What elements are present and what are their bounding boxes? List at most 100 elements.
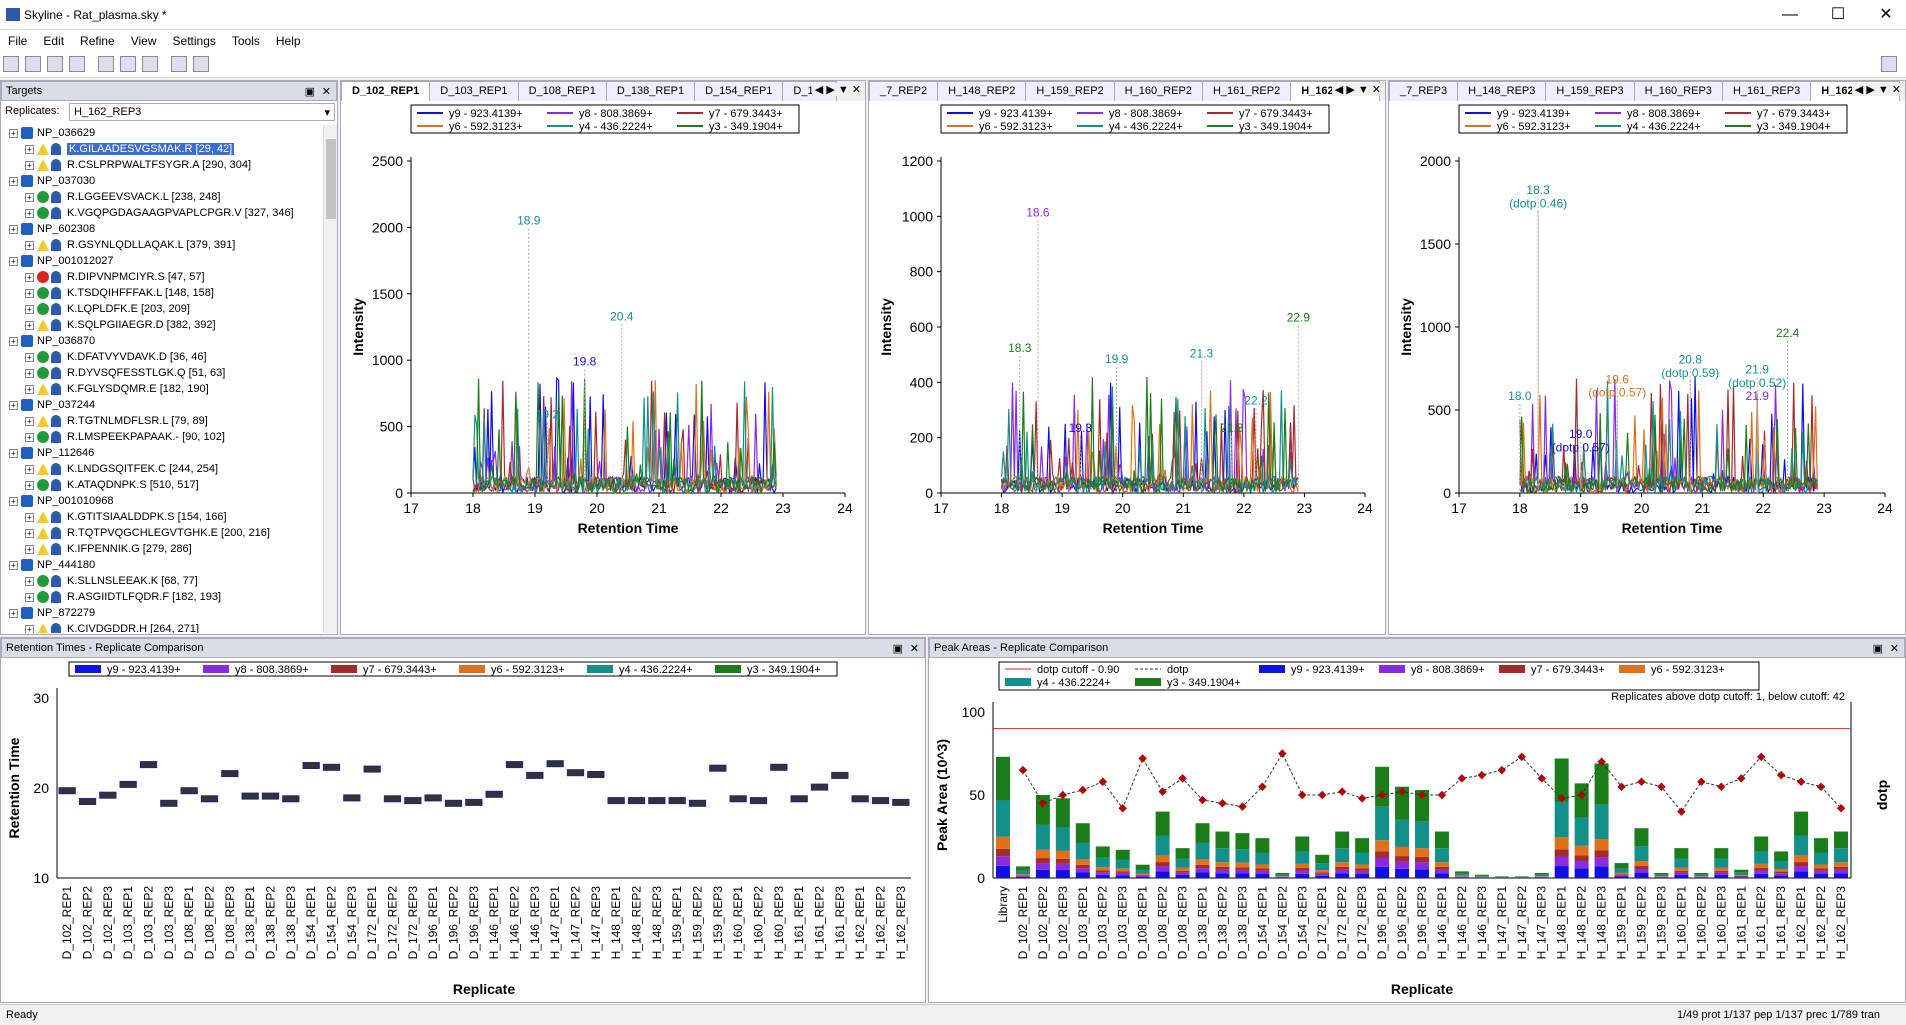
expand-icon[interactable]: + [25,320,34,330]
expand-icon[interactable]: + [25,352,34,362]
tree-scrollbar[interactable] [323,125,337,633]
tab-nav-icons[interactable]: ◀ ▶ ▼ ✕ [1331,83,1381,96]
expand-icon[interactable]: + [25,288,34,298]
protein-row[interactable]: + NP_037030 [1,173,323,189]
expand-icon[interactable]: + [25,624,34,633]
tab-h_159_rep3[interactable]: H_159_REP3 [1545,81,1635,101]
save-icon[interactable] [47,56,63,72]
expand-icon[interactable]: + [25,144,34,154]
protein-row[interactable]: + NP_037244 [1,397,323,413]
peptide-row[interactable]: + K.LNDGSQITFEK.C [244, 254] [1,461,323,477]
protein-row[interactable]: + NP_444180 [1,557,323,573]
peptide-row[interactable]: + R.GSYNLQDLLAQAK.L [379, 391] [1,237,323,253]
peptide-row[interactable]: + R.DIPVNPMCIYR.S [47, 57] [1,269,323,285]
menu-view[interactable]: View [130,34,157,48]
expand-icon[interactable]: + [25,160,34,170]
protein-row[interactable]: + NP_602308 [1,221,323,237]
protein-row[interactable]: + NP_872279 [1,605,323,621]
expand-icon[interactable]: + [9,400,18,410]
tab-h_161_rep3[interactable]: H_161_REP3 [1721,81,1812,101]
target-tree[interactable]: + NP_036629 + K.GILAADESVGSMAK.R [29, 42] + R… [1,125,323,633]
close-icon[interactable]: ✕ [909,643,919,655]
pin-icon[interactable]: ▣ [1872,643,1883,655]
tab-h_159_rep2[interactable]: H_159_REP2 [1025,81,1115,101]
peptide-row[interactable]: + K.CIVDGDDR.H [264, 271] [1,621,323,633]
peptide-row[interactable]: + K.DFATVYVDAVK.D [36, 46] [1,349,323,365]
copy-icon[interactable] [120,56,136,72]
peptide-row[interactable]: + R.LMSPEEKPAPAAK.- [90, 102] [1,429,323,445]
peptide-row[interactable]: + K.GILAADESVGSMAK.R [29, 42] [1,141,323,157]
tab-h_160_rep2[interactable]: H_160_REP2 [1113,81,1203,101]
expand-icon[interactable]: + [25,512,34,522]
replicates-select[interactable]: H_162_REP3 ▾ [69,103,335,121]
peptide-row[interactable]: + K.ATAQDNPK.S [510, 517] [1,477,323,493]
paste-icon[interactable] [142,56,158,72]
tab-nav-icons[interactable]: ◀ ▶ ▼ ✕ [1851,83,1901,96]
expand-icon[interactable]: + [25,368,34,378]
peptide-row[interactable]: + K.FGLYSDQMR.E [182, 190] [1,381,323,397]
close-icon[interactable]: ✕ [1889,643,1899,655]
expand-icon[interactable]: + [25,592,34,602]
peptide-row[interactable]: + R.TGTNLMDFLSR.L [79, 89] [1,413,323,429]
expand-icon[interactable]: + [25,464,34,474]
expand-icon[interactable]: + [9,336,18,346]
menu-edit[interactable]: Edit [43,34,65,48]
new-icon[interactable] [3,56,19,72]
tab-d_154_rep1[interactable]: D_154_REP1 [694,81,784,101]
peptide-row[interactable]: + K.LQPLDFK.E [203, 209] [1,301,323,317]
peptide-row[interactable]: + K.VGQPGDAGAAGPVAPLCPGR.V [327, 346] [1,205,323,221]
open-icon[interactable] [25,56,41,72]
expand-icon[interactable]: + [9,560,18,570]
tab-d_103_rep1[interactable]: D_103_REP1 [429,81,519,101]
menu-file[interactable]: File [8,34,28,48]
cut-icon[interactable] [98,56,114,72]
peptide-row[interactable]: + R.CSLPRPWALTFSYGR.A [290, 304] [1,157,323,173]
expand-icon[interactable]: + [25,432,34,442]
expand-icon[interactable]: + [25,208,34,218]
tool-icon[interactable] [1881,56,1897,72]
redo-icon[interactable] [193,56,209,72]
publish-icon[interactable] [69,56,85,72]
protein-row[interactable]: + NP_001010968 [1,493,323,509]
tab-nav-icons[interactable]: ◀ ▶ ▼ ✕ [811,83,861,96]
pin-icon[interactable]: ▣ [304,86,315,98]
expand-icon[interactable]: + [25,544,34,554]
protein-row[interactable]: + NP_001012027 [1,253,323,269]
peptide-row[interactable]: + R.ASGIIDTLFQDR.F [182, 193] [1,589,323,605]
tab-d_108_rep1[interactable]: D_108_REP1 [517,81,607,101]
peptide-row[interactable]: + K.SLLNSLEEAK.K [68, 77] [1,573,323,589]
close-button[interactable]: ✕ [1879,6,1893,23]
menu-refine[interactable]: Refine [80,34,115,48]
close-icon[interactable]: ✕ [321,86,331,98]
maximize-button[interactable]: ☐ [1830,6,1846,23]
expand-icon[interactable]: + [25,528,34,538]
expand-icon[interactable]: + [9,176,18,186]
expand-icon[interactable]: + [25,384,34,394]
pin-icon[interactable]: ▣ [892,643,903,655]
menu-help[interactable]: Help [275,34,301,48]
menu-tools[interactable]: Tools [231,34,260,48]
tab-d_138_rep1[interactable]: D_138_REP1 [605,81,696,101]
expand-icon[interactable]: + [9,496,18,506]
expand-icon[interactable]: + [9,256,18,266]
undo-icon[interactable] [171,56,187,72]
tab-_7_rep2[interactable]: _7_REP2 [869,81,939,101]
peptide-row[interactable]: + K.GTITSIAALDDPK.S [154, 166] [1,509,323,525]
protein-row[interactable]: + NP_036629 [1,125,323,141]
protein-row[interactable]: + NP_036870 [1,333,323,349]
tab-_7_rep3[interactable]: _7_REP3 [1389,81,1459,101]
expand-icon[interactable]: + [25,240,34,250]
protein-row[interactable]: + NP_112646 [1,445,323,461]
peptide-row[interactable]: + R.DYVSQFESSTLGK.Q [51, 63] [1,365,323,381]
expand-icon[interactable]: + [25,192,34,202]
expand-icon[interactable]: + [25,576,34,586]
tab-h_148_rep3[interactable]: H_148_REP3 [1457,81,1547,101]
scroll-thumb[interactable] [326,139,336,219]
tab-h_148_rep2[interactable]: H_148_REP2 [937,81,1027,101]
expand-icon[interactable]: + [9,448,18,458]
expand-icon[interactable]: + [25,272,34,282]
tab-h_161_rep2[interactable]: H_161_REP2 [1201,81,1292,101]
menu-settings[interactable]: Settings [172,34,216,48]
tab-d_102_rep1[interactable]: D_102_REP1 [341,81,431,101]
peptide-row[interactable]: + R.LGGEEVSVACK.L [238, 248] [1,189,323,205]
